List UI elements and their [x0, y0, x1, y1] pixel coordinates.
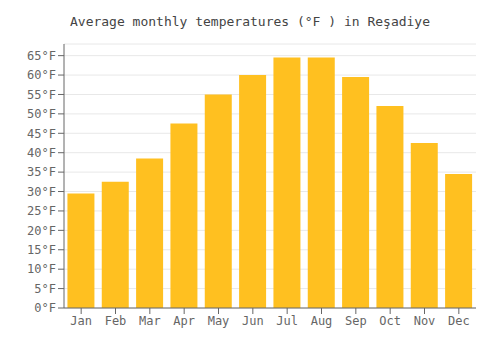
svg-text:50°F: 50°F [27, 107, 56, 121]
svg-text:May: May [208, 314, 230, 328]
svg-text:45°F: 45°F [27, 127, 56, 141]
svg-text:Aug: Aug [311, 314, 333, 328]
svg-text:Jul: Jul [276, 314, 298, 328]
svg-text:25°F: 25°F [27, 204, 56, 218]
svg-text:Oct: Oct [379, 314, 401, 328]
svg-text:Nov: Nov [414, 314, 436, 328]
svg-text:5°F: 5°F [34, 282, 56, 296]
svg-text:Jan: Jan [70, 314, 92, 328]
svg-text:20°F: 20°F [27, 224, 56, 238]
svg-text:65°F: 65°F [27, 49, 56, 63]
svg-text:Jun: Jun [242, 314, 264, 328]
svg-text:Feb: Feb [105, 314, 127, 328]
svg-text:Mar: Mar [139, 314, 161, 328]
svg-text:15°F: 15°F [27, 243, 56, 257]
svg-text:10°F: 10°F [27, 262, 56, 276]
svg-text:60°F: 60°F [27, 68, 56, 82]
svg-text:Dec: Dec [448, 314, 470, 328]
svg-text:55°F: 55°F [27, 88, 56, 102]
svg-text:Apr: Apr [173, 314, 195, 328]
svg-text:30°F: 30°F [27, 185, 56, 199]
svg-text:40°F: 40°F [27, 146, 56, 160]
svg-text:Sep: Sep [345, 314, 367, 328]
svg-text:35°F: 35°F [27, 165, 56, 179]
svg-text:0°F: 0°F [34, 301, 56, 315]
html-text:Average monthly temperatures (: Average monthly temperatures (°F ) in Re… [70, 14, 430, 29]
